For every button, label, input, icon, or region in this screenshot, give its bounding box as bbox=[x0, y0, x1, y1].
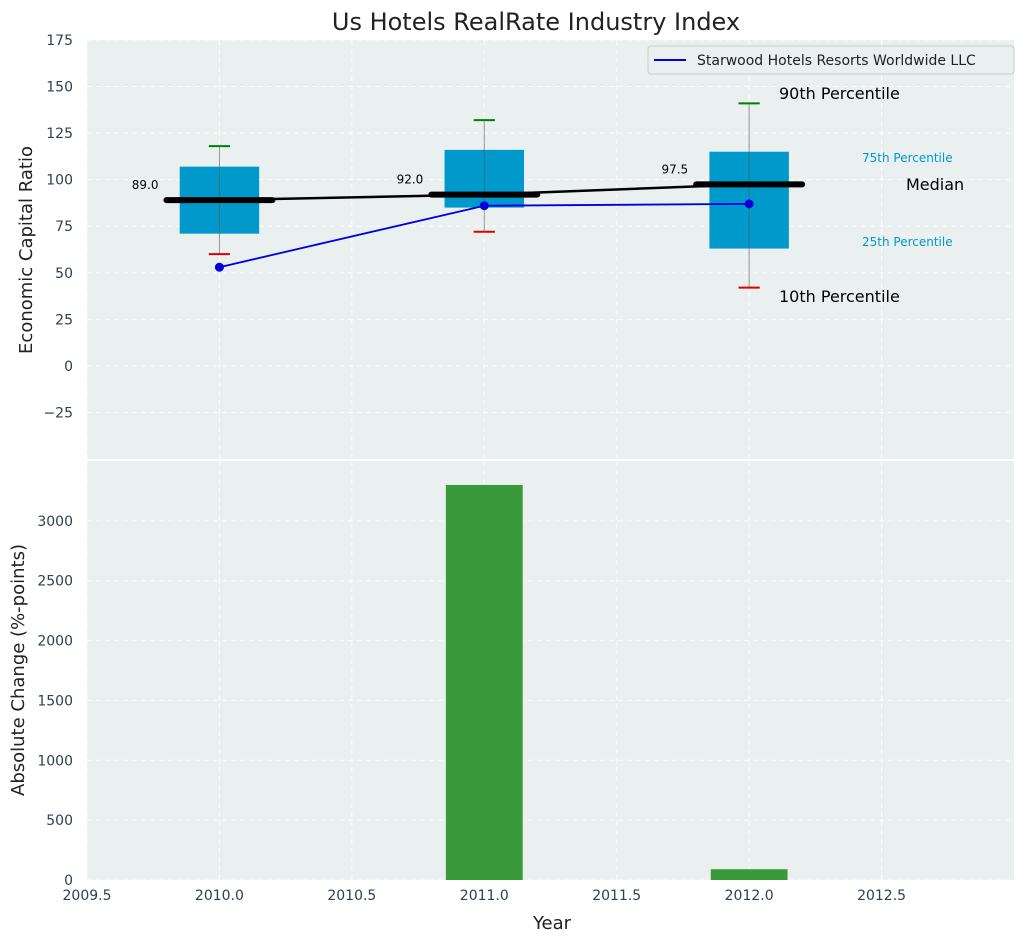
x-tick-label: 2011.5 bbox=[592, 888, 641, 904]
bar-chart-y-axis-title: Absolute Change (%-points) bbox=[8, 544, 29, 796]
series-point bbox=[479, 201, 489, 211]
x-tick-label: 2009.5 bbox=[63, 888, 112, 904]
y-tick-label: 175 bbox=[46, 33, 73, 49]
x-tick-label: 2010.5 bbox=[327, 888, 376, 904]
y-tick-label: 0 bbox=[64, 873, 73, 889]
y-tick-label: 125 bbox=[46, 126, 73, 142]
x-axis-title: Year bbox=[532, 913, 572, 934]
x-tick-label: 2011.0 bbox=[460, 888, 509, 904]
median-value-label: 89.0 bbox=[132, 178, 159, 192]
y-tick-label: 1500 bbox=[37, 693, 73, 709]
box-plot-area bbox=[87, 40, 1014, 459]
y-tick-label: 25 bbox=[55, 312, 73, 328]
y-tick-label: 2500 bbox=[37, 574, 73, 590]
legend-label: Starwood Hotels Resorts Worldwide LLC bbox=[697, 53, 976, 69]
box-plot-panel: 175 150 125 100 75 50 25 0 −25 89.0 92.0 97.5 90th… bbox=[16, 33, 1015, 459]
series-line bbox=[214, 199, 754, 272]
y-tick-label: 3000 bbox=[37, 514, 73, 530]
y-tick-label: 2000 bbox=[37, 634, 73, 650]
y-tick-label: −25 bbox=[43, 405, 73, 421]
percentile-annotations: 90th Percentile 75th Percentile Median 2… bbox=[779, 84, 964, 306]
bar-chart-y-ticks: 3000 2500 2000 1500 1000 500 0 bbox=[37, 514, 73, 889]
x-axis-ticks: 2009.5 2010.0 2010.5 2011.0 2011.5 2012.0 2012… bbox=[63, 888, 907, 904]
y-tick-label: 100 bbox=[46, 173, 73, 189]
legend: Starwood Hotels Resorts Worldwide LLC bbox=[647, 45, 1015, 75]
chart-title: Us Hotels RealRate Industry Index bbox=[332, 8, 740, 36]
y-tick-label: 0 bbox=[64, 359, 73, 375]
y-tick-label: 75 bbox=[55, 219, 73, 235]
x-tick-label: 2012.0 bbox=[725, 888, 774, 904]
bar-chart-area bbox=[87, 461, 1014, 880]
y-tick-label: 150 bbox=[46, 80, 73, 96]
annotation-10th-percentile: 10th Percentile bbox=[779, 287, 900, 306]
box-plot-y-axis-title: Economic Capital Ratio bbox=[16, 146, 37, 354]
box-plot-boxes: 89.0 92.0 97.5 bbox=[132, 102, 806, 289]
annotation-75th-percentile: 75th Percentile bbox=[862, 151, 953, 165]
x-tick-label: 2010.0 bbox=[195, 888, 244, 904]
bar-chart-panel: 3000 2500 2000 1500 1000 500 0 Absolute Change… bbox=[8, 461, 1014, 889]
median-value-label: 92.0 bbox=[397, 173, 424, 187]
annotation-25th-percentile: 25th Percentile bbox=[862, 235, 953, 249]
bar bbox=[710, 869, 788, 880]
x-tick-label: 2012.5 bbox=[857, 888, 906, 904]
bar bbox=[445, 484, 523, 880]
annotation-90th-percentile: 90th Percentile bbox=[779, 84, 900, 103]
box-plot-grid bbox=[86, 39, 1014, 459]
median-value-label: 97.5 bbox=[661, 162, 688, 176]
series-point bbox=[744, 199, 754, 209]
y-tick-label: 50 bbox=[55, 266, 73, 282]
bar-chart-grid bbox=[86, 461, 1014, 881]
y-tick-label: 1000 bbox=[37, 753, 73, 769]
bar-chart-bars bbox=[445, 484, 788, 880]
annotation-median: Median bbox=[906, 175, 964, 194]
box-plot-y-ticks: 175 150 125 100 75 50 25 0 −25 bbox=[43, 33, 73, 421]
series-point bbox=[214, 262, 224, 272]
legend-box bbox=[647, 45, 1015, 75]
y-tick-label: 500 bbox=[46, 813, 73, 829]
